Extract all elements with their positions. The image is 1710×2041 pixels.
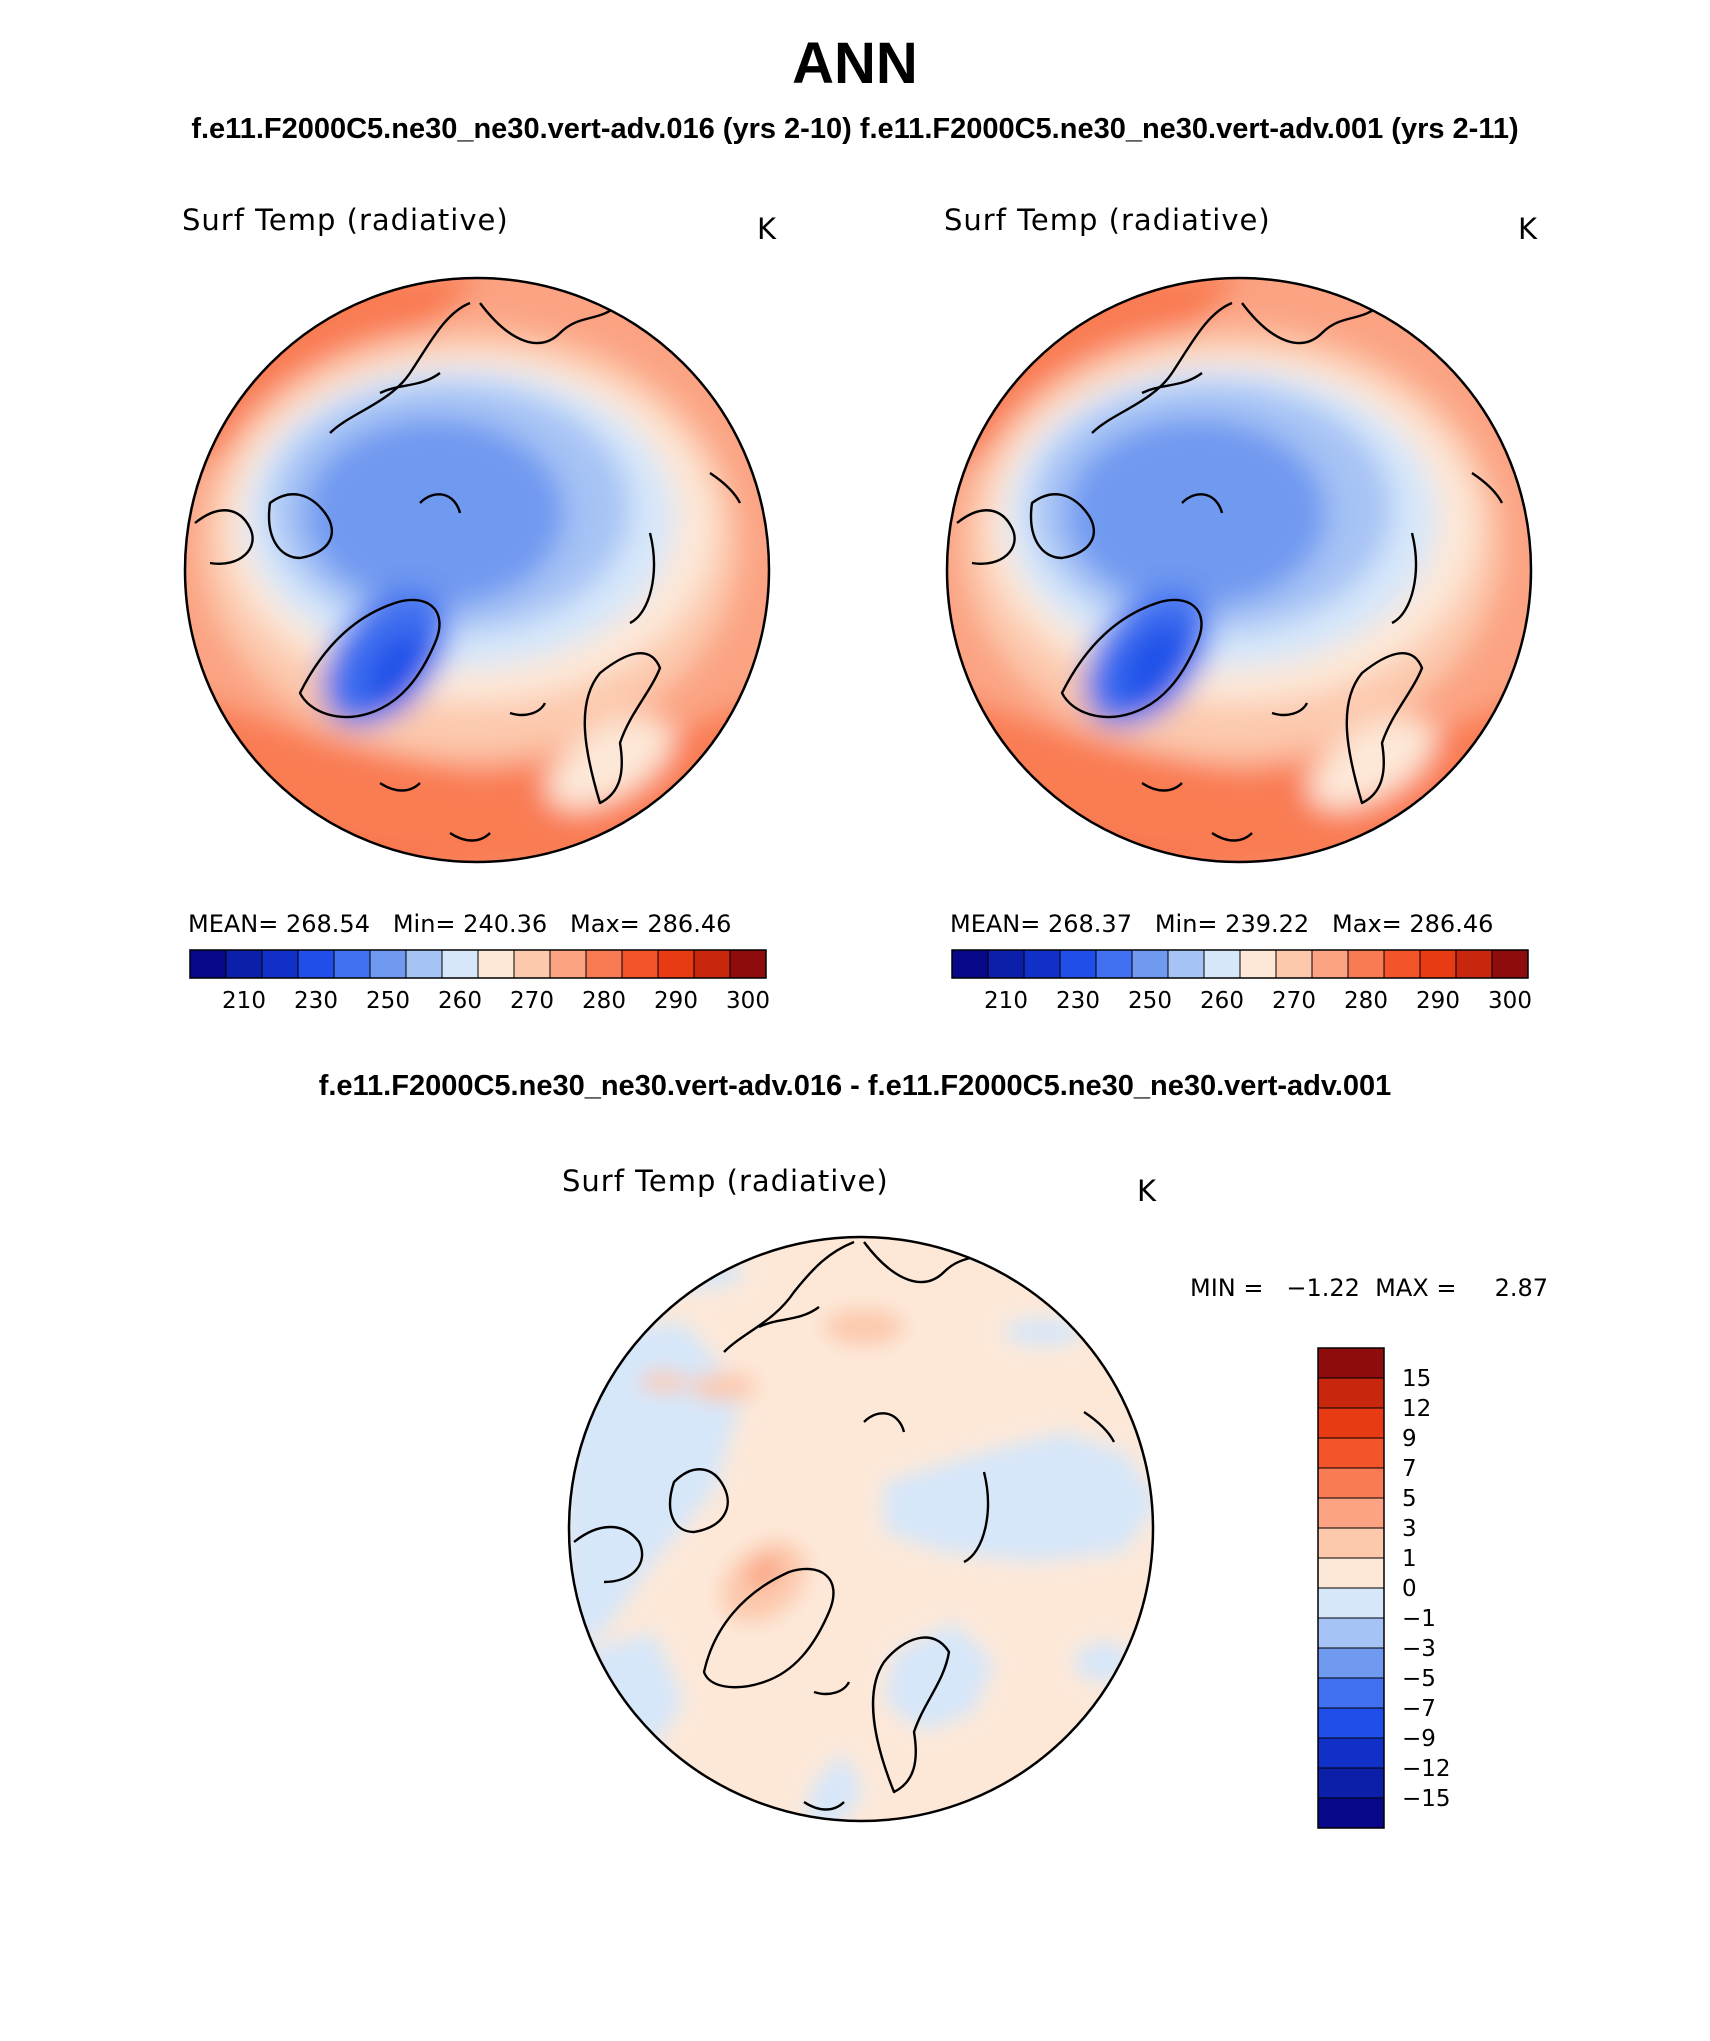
panel2-stats: MEAN= 268.37 Min= 239.22 Max= 286.46 (950, 910, 1494, 938)
panel1-colorbar-label: 300 (726, 988, 770, 1014)
diff-colorbar-cell (1317, 1407, 1385, 1439)
diff-colorbar-label: 9 (1402, 1426, 1417, 1452)
diff-colorbar-cell (1317, 1497, 1385, 1529)
diff-colorbar-label: 15 (1402, 1366, 1431, 1392)
panel2-colorbar-label: 290 (1416, 988, 1460, 1014)
panel1-unit: K (757, 212, 777, 246)
panel2-colorbar-cell (987, 949, 1025, 979)
diff-colorbar-label: 7 (1402, 1456, 1417, 1482)
diff-colorbar-label: −5 (1402, 1666, 1436, 1692)
case-subtitle: f.e11.F2000C5.ne30_ne30.vert-adv.016 (yr… (191, 113, 1519, 145)
panel1-colorbar-label: 290 (654, 988, 698, 1014)
panel1-colorbar-cell (441, 949, 479, 979)
figure-title: ANN (792, 31, 918, 96)
diff-colorbar-label: 12 (1402, 1396, 1431, 1422)
panel1-colorbar-cell (261, 949, 299, 979)
panel1-colorbar-cell (333, 949, 371, 979)
diff-colorbar-label: −12 (1402, 1756, 1451, 1782)
panel2-colorbar: 210 230 250 260 270 280 290 300 (951, 949, 1532, 1014)
panel1-colorbar-label: 230 (294, 988, 338, 1014)
diff-colorbar-cell (1317, 1767, 1385, 1799)
panel2-colorbar-cell (951, 949, 989, 979)
panel2-colorbar-cell (1311, 949, 1349, 979)
panel2-unit: K (1518, 212, 1538, 246)
panel1-colorbar: 210 230 250 260 270 280 290 300 (189, 949, 770, 1014)
panel2-colorbar-label: 230 (1056, 988, 1100, 1014)
panel2-colorbar-label: 250 (1128, 988, 1172, 1014)
panel2-colorbar-label: 280 (1344, 988, 1388, 1014)
panel1-colorbar-cell (297, 949, 335, 979)
panel1-title: Surf Temp (radiative) (182, 203, 509, 237)
panel1-colorbar-cell (189, 949, 227, 979)
panel1-colorbar-label: 270 (510, 988, 554, 1014)
diff-colorbar-cell (1317, 1707, 1385, 1739)
diff-colorbar-cell (1317, 1587, 1385, 1619)
panel1-colorbar-cell (585, 949, 623, 979)
panel1-stats: MEAN= 268.54 Min= 240.36 Max= 286.46 (188, 910, 732, 938)
diff-colorbar-label: −15 (1402, 1786, 1451, 1812)
panel2-colorbar-cell (1419, 949, 1457, 979)
panel1-colorbar-cell (657, 949, 695, 979)
panel1-colorbar-label: 260 (438, 988, 482, 1014)
panel1-colorbar-cell (549, 949, 587, 979)
diff-colorbar-label: 5 (1402, 1486, 1417, 1512)
diff-colorbar-cell (1317, 1737, 1385, 1769)
diff-colorbar-cell (1317, 1437, 1385, 1469)
panel1-colorbar-cell (369, 949, 407, 979)
panel2-colorbar-cell (1347, 949, 1385, 979)
diff-colorbar-label: 3 (1402, 1516, 1417, 1542)
panel1-colorbar-cell (513, 949, 551, 979)
panel2-colorbar-label: 300 (1488, 988, 1532, 1014)
diff-colorbar-cell (1317, 1647, 1385, 1679)
diff-colorbar-label: −9 (1402, 1726, 1436, 1752)
difference-subtitle: f.e11.F2000C5.ne30_ne30.vert-adv.016 - f… (318, 1070, 1392, 1102)
diff-stats: MIN = −1.22 MAX = 2.87 (1190, 1274, 1549, 1302)
diff-colorbar-label: −1 (1402, 1606, 1436, 1632)
panel1-polar-map (183, 276, 771, 864)
diff-colorbar-label: −7 (1402, 1696, 1436, 1722)
panel2-colorbar-cell (1203, 949, 1241, 979)
diff-colorbar-cell (1317, 1347, 1385, 1379)
panel2-colorbar-cell (1491, 949, 1529, 979)
panel2-polar-map (945, 276, 1533, 864)
panel2-colorbar-cell (1131, 949, 1169, 979)
panel2-colorbar-cell (1383, 949, 1421, 979)
panel2-colorbar-cell (1023, 949, 1061, 979)
diff-colorbar-label: 1 (1402, 1546, 1417, 1572)
panel2-colorbar-label: 210 (984, 988, 1028, 1014)
diff-colorbar-cell (1317, 1677, 1385, 1709)
panel1-colorbar-label: 250 (366, 988, 410, 1014)
panel2-title: Surf Temp (radiative) (944, 203, 1271, 237)
diff-colorbar: 15 12 9 7 5 3 1 0 −1 −3 −5 −7 −9 −12 −15 (1317, 1347, 1451, 1829)
panel1-colorbar-label: 210 (222, 988, 266, 1014)
panel2-colorbar-cell (1455, 949, 1493, 979)
panel2-colorbar-cell (1275, 949, 1313, 979)
diff-colorbar-label: −3 (1402, 1636, 1436, 1662)
diff-colorbar-cell (1317, 1617, 1385, 1649)
panel2-colorbar-label: 270 (1272, 988, 1316, 1014)
diff-colorbar-label: 0 (1402, 1576, 1417, 1602)
diff-colorbar-cell (1317, 1377, 1385, 1409)
diff-colorbar-cell (1317, 1527, 1385, 1559)
diff-colorbar-cell (1317, 1797, 1385, 1829)
panel1-colorbar-cell (693, 949, 731, 979)
diff-polar-map (567, 1235, 1155, 1823)
panel2-colorbar-cell (1239, 949, 1277, 979)
panel1-colorbar-cell (405, 949, 443, 979)
diff-panel-title: Surf Temp (radiative) (562, 1164, 889, 1198)
panel1-colorbar-cell (225, 949, 263, 979)
panel1-colorbar-cell (621, 949, 659, 979)
diff-colorbar-cell (1317, 1557, 1385, 1589)
panel1-colorbar-cell (477, 949, 515, 979)
diff-panel-unit: K (1137, 1174, 1157, 1208)
panel2-colorbar-cell (1095, 949, 1133, 979)
panel2-colorbar-cell (1167, 949, 1205, 979)
panel1-colorbar-cell (729, 949, 767, 979)
diff-colorbar-cell (1317, 1467, 1385, 1499)
panel2-colorbar-cell (1059, 949, 1097, 979)
panel1-colorbar-label: 280 (582, 988, 626, 1014)
panel2-colorbar-label: 260 (1200, 988, 1244, 1014)
